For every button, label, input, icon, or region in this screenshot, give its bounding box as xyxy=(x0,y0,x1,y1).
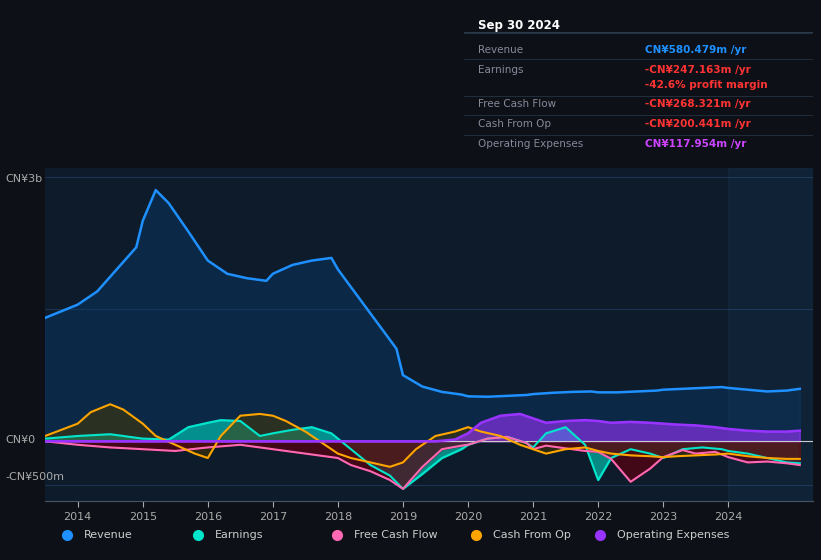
Text: -CN¥500m: -CN¥500m xyxy=(6,472,65,482)
Text: Free Cash Flow: Free Cash Flow xyxy=(354,530,438,540)
Text: -42.6% profit margin: -42.6% profit margin xyxy=(645,81,768,90)
Text: Revenue: Revenue xyxy=(478,45,523,55)
Text: Earnings: Earnings xyxy=(478,65,523,75)
Text: -CN¥247.163m /yr: -CN¥247.163m /yr xyxy=(645,65,751,75)
Text: CN¥0: CN¥0 xyxy=(6,435,36,445)
Text: Earnings: Earnings xyxy=(215,530,264,540)
Text: -CN¥268.321m /yr: -CN¥268.321m /yr xyxy=(645,99,751,109)
Text: Operating Expenses: Operating Expenses xyxy=(617,530,729,540)
Text: CN¥3b: CN¥3b xyxy=(6,174,43,184)
Text: CN¥117.954m /yr: CN¥117.954m /yr xyxy=(645,139,746,149)
Text: Cash From Op: Cash From Op xyxy=(478,119,551,129)
Bar xyxy=(728,168,813,501)
Text: Revenue: Revenue xyxy=(84,530,133,540)
Text: Cash From Op: Cash From Op xyxy=(493,530,571,540)
Text: CN¥580.479m /yr: CN¥580.479m /yr xyxy=(645,45,746,55)
Text: Sep 30 2024: Sep 30 2024 xyxy=(478,19,560,32)
Text: -CN¥200.441m /yr: -CN¥200.441m /yr xyxy=(645,119,751,129)
Text: Free Cash Flow: Free Cash Flow xyxy=(478,99,556,109)
Text: Operating Expenses: Operating Expenses xyxy=(478,139,583,149)
